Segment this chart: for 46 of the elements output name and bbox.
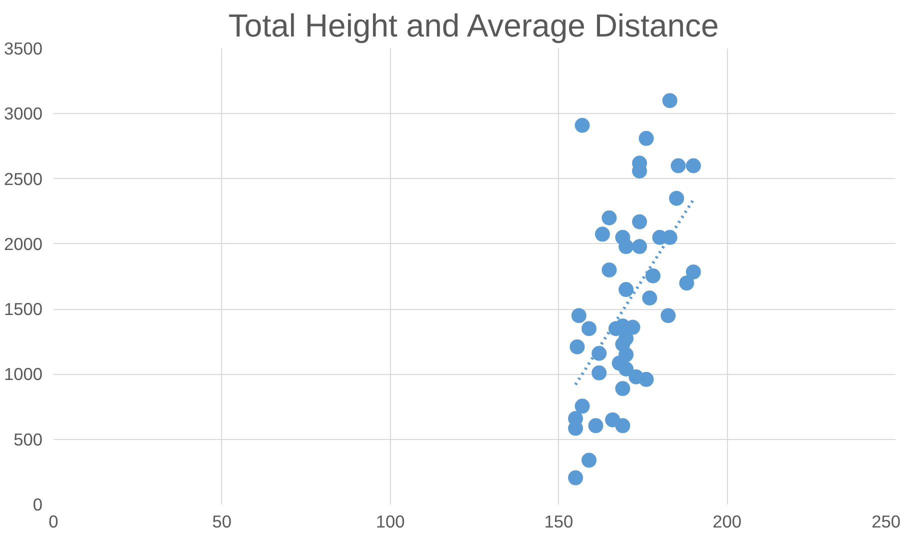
point	[574, 118, 590, 133]
y-tick-label: 2000	[4, 234, 43, 254]
point	[686, 158, 701, 174]
point	[570, 339, 585, 354]
x-tick-label: 0	[48, 512, 58, 532]
point	[602, 262, 617, 278]
point	[582, 321, 597, 336]
point	[670, 158, 686, 174]
point	[592, 365, 607, 380]
point	[618, 239, 634, 254]
point	[618, 282, 634, 298]
point	[642, 290, 658, 306]
point	[669, 190, 684, 206]
point	[594, 226, 610, 242]
point	[582, 452, 597, 468]
point	[602, 210, 617, 226]
point	[574, 398, 590, 414]
point	[618, 362, 634, 376]
x-tick-label: 200	[712, 512, 742, 532]
y-tick-label: 3000	[4, 104, 43, 124]
point	[615, 381, 630, 396]
point	[679, 276, 694, 290]
point	[662, 93, 678, 108]
point	[646, 268, 661, 284]
chart-title: Total Height and Average Distance	[228, 8, 719, 44]
y-tick-label: 1500	[4, 299, 43, 320]
point	[632, 214, 648, 230]
x-tick-label: 150	[544, 512, 574, 532]
x-tick-label: 50	[212, 512, 232, 532]
y-tick-label: 1000	[4, 364, 43, 384]
y-tick-label: 500	[14, 429, 43, 450]
x-tick-label: 250	[872, 512, 901, 532]
point	[615, 418, 630, 434]
point	[632, 239, 648, 254]
y-tick-label: 0	[32, 494, 43, 514]
point	[660, 308, 676, 324]
point	[588, 418, 604, 434]
point	[686, 264, 701, 280]
y-tick-label: 2500	[4, 168, 43, 189]
point	[638, 130, 654, 146]
point	[592, 346, 607, 361]
point	[638, 372, 654, 387]
y-tick-label: 3500	[4, 38, 43, 58]
point	[568, 470, 584, 486]
point	[571, 308, 586, 324]
x-tick-label: 100	[376, 512, 405, 532]
